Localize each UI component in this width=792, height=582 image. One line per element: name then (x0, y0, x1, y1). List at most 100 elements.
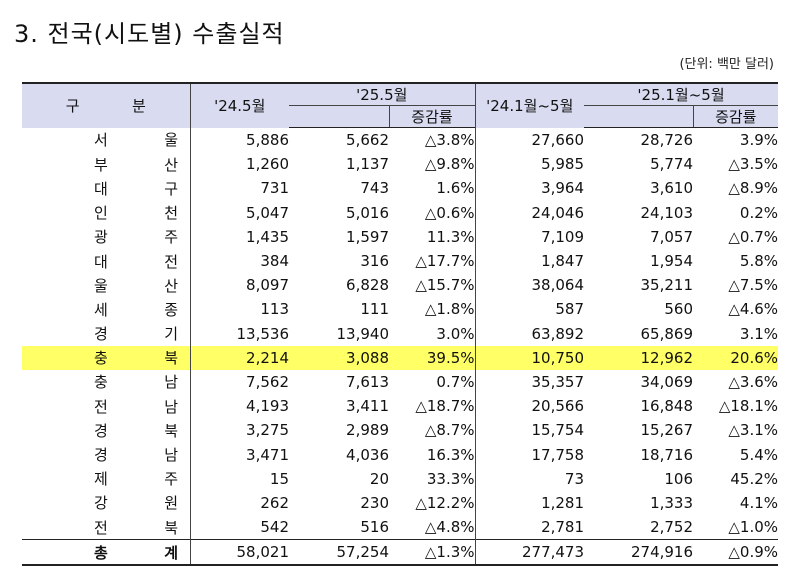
header-25-ytd: '25.1월~5월 (584, 82, 779, 106)
change-ytd: △0.9% (693, 539, 779, 567)
change-monthly: 16.3% (426, 445, 475, 464)
value-25-may: 2,989 (346, 421, 389, 440)
unit-note: (단위: 백만 달러) (679, 57, 774, 72)
value-25-ytd: 2,752 (650, 518, 694, 537)
header-change-ytd: 증감률 (692, 105, 779, 128)
table-row: 대 구 731 743 1.6% 3,964 3,610 △8.9% (22, 176, 779, 201)
value-25-may: 516 (360, 518, 389, 537)
value-25-ytd: 24,103 (640, 203, 694, 222)
value-24-ytd: 27,660 (474, 127, 585, 153)
change-monthly: △4.8% (424, 518, 475, 537)
value-24-ytd: 38,064 (474, 273, 585, 298)
table-row: 전 남 4,193 3,411 △18.7% 20,566 16,848 △18.1% (22, 394, 779, 419)
change-ytd: 5.8% (739, 252, 779, 271)
table-row: 충 남 7,562 7,613 0.7% 35,357 34,069 △3.6% (22, 369, 778, 395)
header-24-may: '24.5월 (189, 82, 289, 128)
value-24-may: 731 (189, 176, 289, 201)
page-title: 3. 전국(시도별) 수출실적 (14, 20, 285, 48)
value-25-ytd: 28,726 (640, 131, 694, 150)
header-24-ytd: '24.1월~5월 (474, 82, 585, 128)
value-24-ytd: 2,781 (474, 515, 585, 540)
value-24-ytd: 17,758 (474, 442, 585, 467)
change-monthly: △17.7% (415, 252, 475, 271)
value-25-ytd: 106 (664, 469, 694, 488)
change-monthly: 3.0% (436, 324, 475, 343)
change-monthly: 0.7% (436, 372, 475, 391)
value-24-may: 5,886 (189, 127, 289, 153)
value-25-may: 3,411 (346, 397, 389, 416)
change-ytd: 5.4% (739, 445, 779, 464)
table-row: 강 원 262 230 △12.2% 1,281 1,333 4.1% (22, 490, 779, 515)
value-25-ytd: 34,069 (640, 372, 694, 391)
table-row: 서 울 5,886 5,662 △3.8% 27,660 28,726 3.9% (22, 127, 779, 153)
table-row: 광 주 1,435 1,597 11.3% 7,109 7,057 △0.7% (22, 224, 778, 249)
header-25-may: '25.5월 (289, 82, 476, 106)
change-monthly: △9.8% (424, 155, 475, 174)
value-25-may: 111 (360, 300, 389, 319)
table-row: 울 산 8,097 6,828 △15.7% 38,064 35,211 △7.5% (22, 273, 778, 298)
value-24-may: 1,260 (189, 152, 289, 177)
value-25-ytd: 560 (664, 300, 694, 319)
value-24-ytd: 10,750 (474, 345, 585, 370)
value-25-may: 3,088 (289, 345, 389, 370)
value-25-ytd: 12,962 (584, 345, 694, 370)
value-25-ytd: 16,848 (640, 397, 694, 416)
table-row: 경 남 3,471 4,036 16.3% 17,758 18,716 5.4% (22, 442, 779, 467)
table-row: 대 전 384 316 △17.7% 1,847 1,954 5.8% (22, 248, 779, 274)
change-monthly: △12.2% (415, 493, 475, 512)
value-25-may: 743 (360, 179, 389, 198)
change-ytd: △8.9% (728, 179, 779, 198)
change-monthly: 1.6% (436, 179, 475, 198)
value-24-may: 2,214 (189, 345, 289, 370)
value-25-ytd: 3,610 (650, 179, 694, 198)
value-25-may: 5,662 (346, 131, 389, 150)
change-monthly: △0.6% (424, 203, 475, 222)
value-24-ytd: 15,754 (474, 418, 585, 443)
value-25-ytd: 1,333 (650, 493, 694, 512)
value-25-may: 7,613 (346, 372, 389, 391)
value-25-ytd: 5,774 (650, 155, 694, 174)
value-25-ytd: 7,057 (650, 227, 694, 246)
change-ytd: 3.1% (739, 324, 779, 343)
value-24-may: 3,275 (189, 418, 289, 443)
value-25-may: 6,828 (346, 276, 389, 295)
change-ytd: 3.9% (739, 131, 779, 150)
table-row: 인 천 5,047 5,016 △0.6% 24,046 24,103 0.2% (22, 200, 779, 225)
value-24-may: 113 (189, 297, 289, 322)
change-ytd: △18.1% (718, 397, 779, 416)
change-ytd: 4.1% (739, 493, 779, 512)
value-24-may: 262 (189, 490, 289, 515)
value-24-ytd: 1,281 (474, 490, 585, 515)
value-25-ytd: 15,267 (640, 421, 694, 440)
table-row: 충 북 2,214 3,088 39.5% 10,750 12,962 20.6% (22, 345, 779, 370)
value-25-may: 230 (360, 493, 389, 512)
value-25-ytd: 35,211 (640, 276, 694, 295)
value-24-ytd: 73 (474, 466, 585, 491)
value-24-ytd: 20,566 (474, 394, 585, 419)
change-ytd: △3.1% (728, 421, 779, 440)
value-25-ytd: 274,916 (584, 539, 694, 567)
value-24-ytd: 277,473 (474, 539, 585, 567)
value-24-may: 4,193 (189, 394, 289, 419)
value-25-may: 57,254 (289, 539, 389, 567)
value-24-may: 58,021 (189, 539, 289, 567)
change-ytd: 45.2% (730, 469, 779, 488)
change-ytd: 0.2% (739, 203, 779, 222)
value-25-may: 316 (360, 252, 389, 271)
value-24-ytd: 63,892 (474, 321, 585, 346)
value-24-ytd: 35,357 (474, 369, 585, 395)
